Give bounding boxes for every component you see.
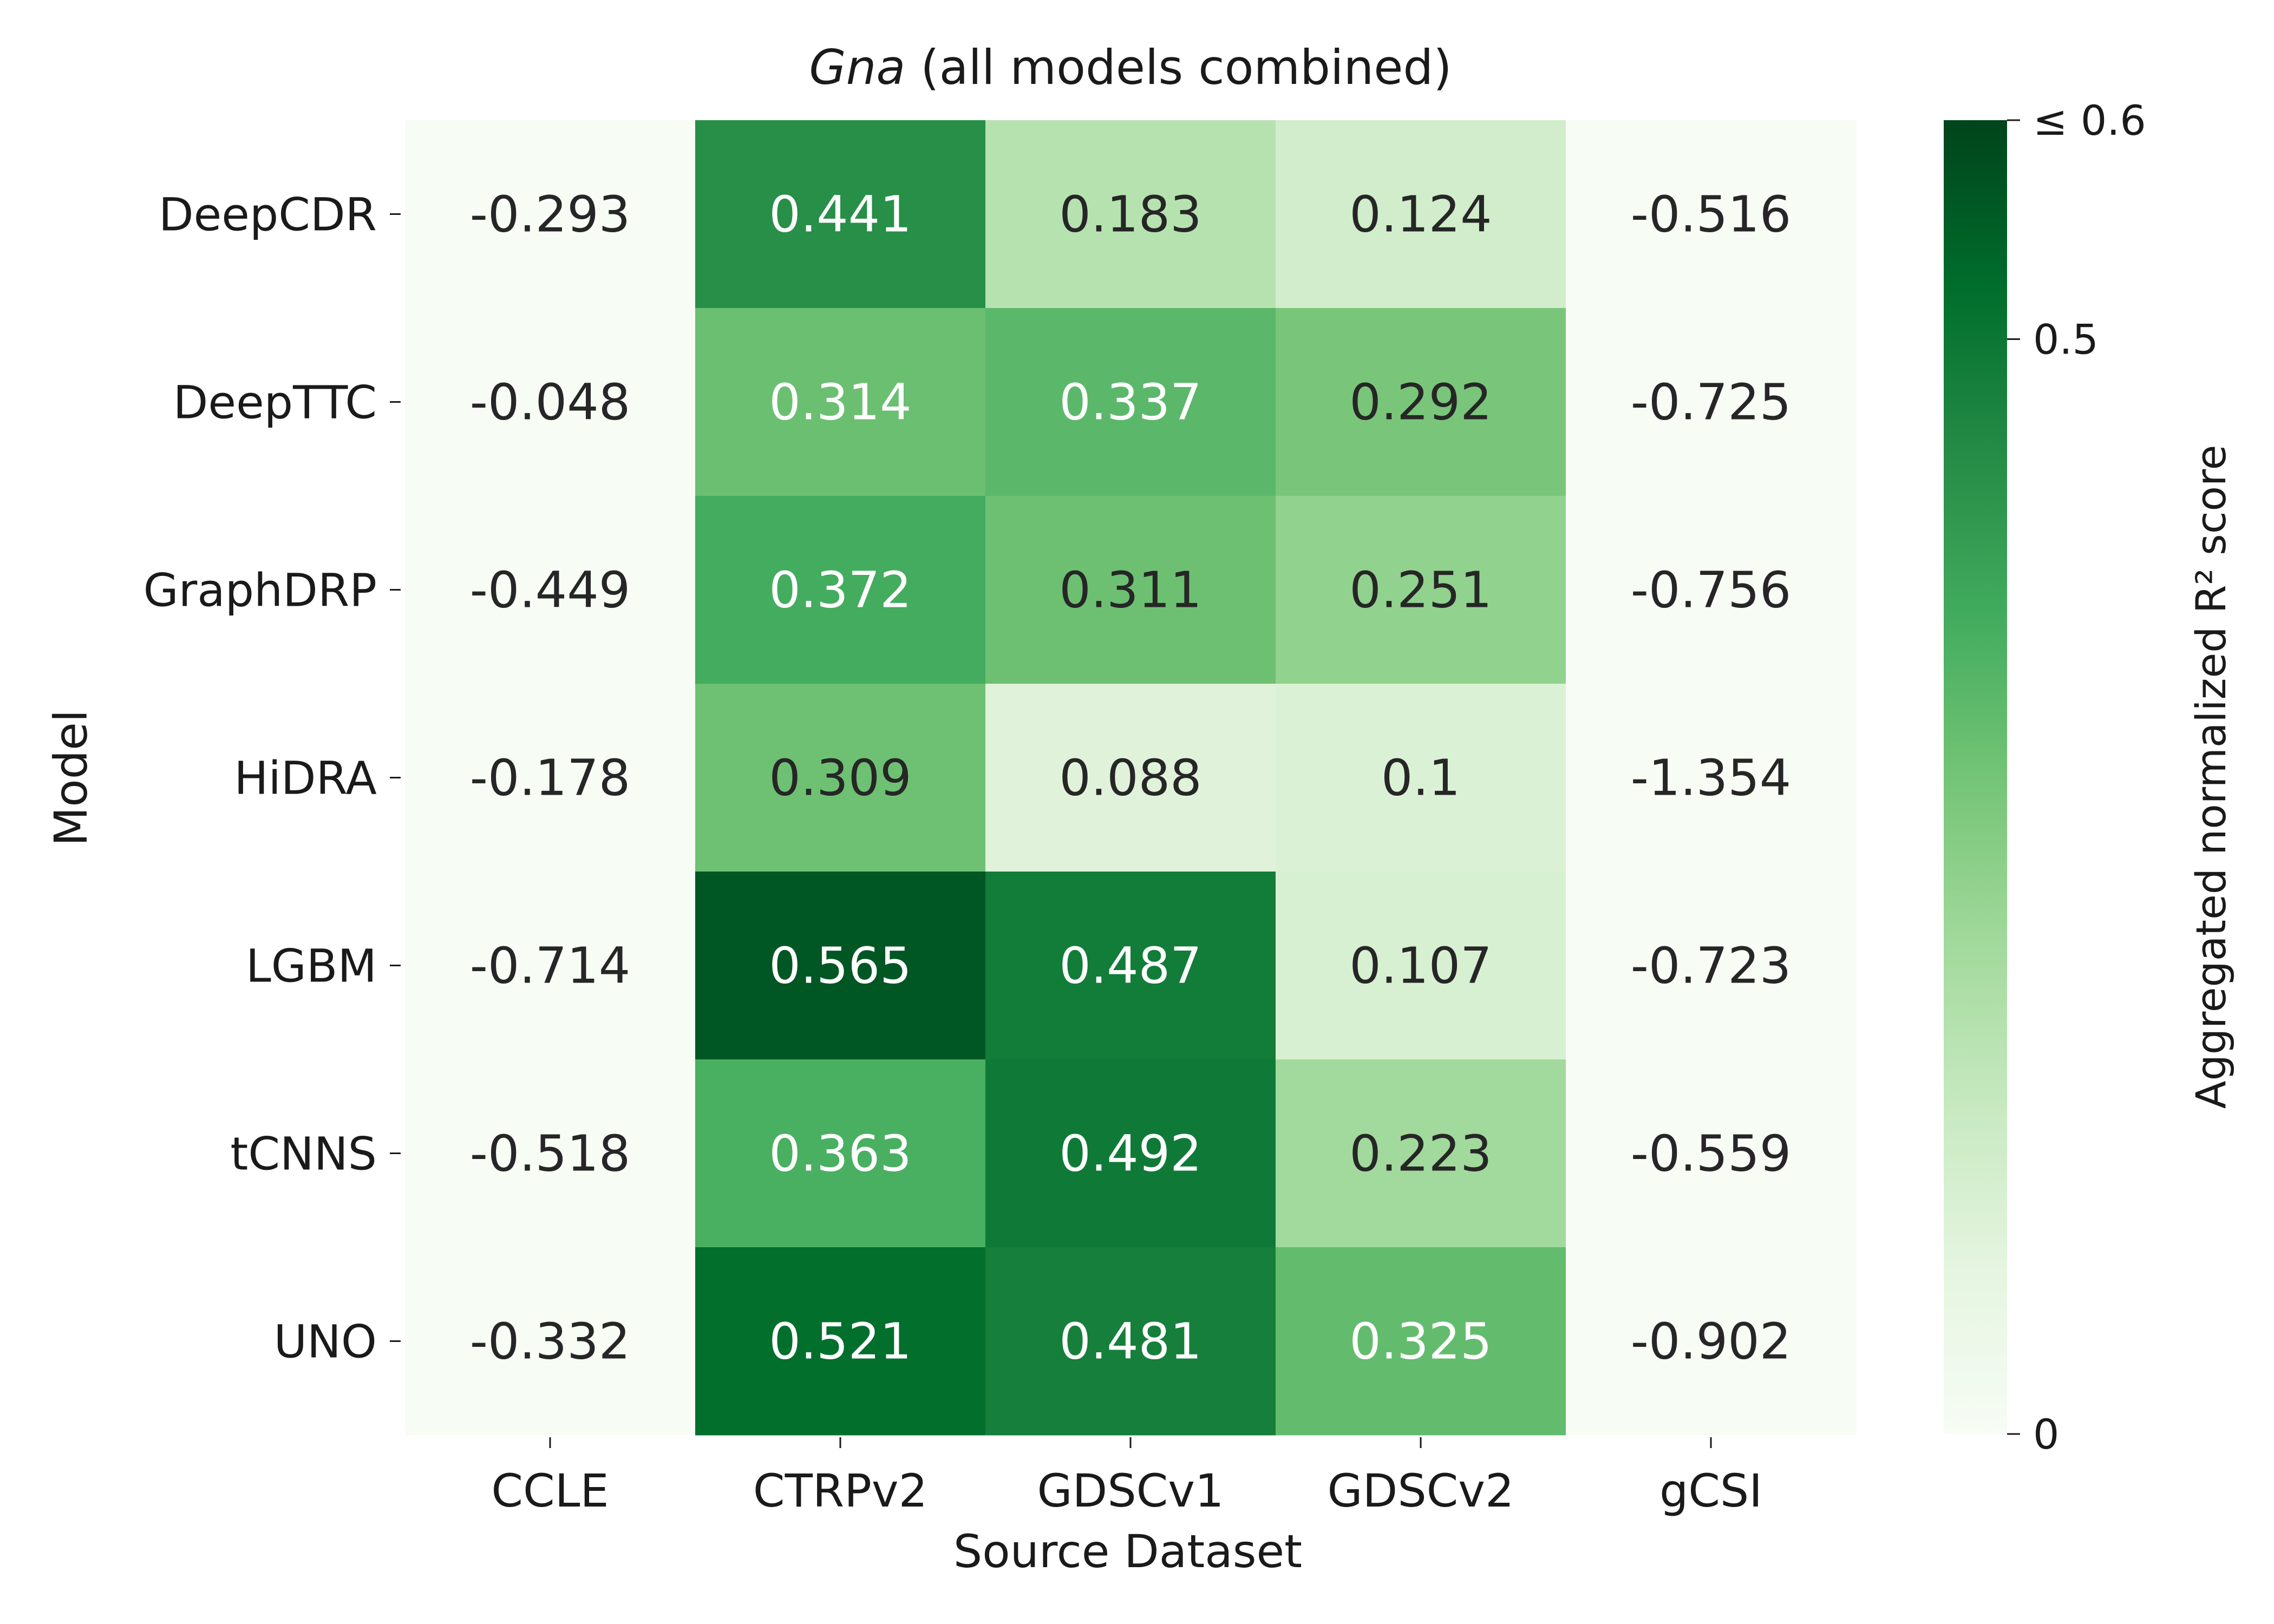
cell-value-label: -0.723 xyxy=(1631,937,1792,995)
heatmap-cell xyxy=(985,308,1276,496)
cell-value-label: -1.354 xyxy=(1631,749,1792,807)
y-axis-label: Model xyxy=(44,710,97,846)
cell-value-label: 0.088 xyxy=(1059,749,1201,807)
cell-value-label: -0.516 xyxy=(1631,186,1792,244)
y-tick-label: tCNNS xyxy=(230,1128,377,1181)
heatmap-cell xyxy=(1276,1247,1566,1436)
heatmap-cell xyxy=(695,308,986,496)
heatmap-cell xyxy=(1566,496,1857,684)
cell-value-label: 0.251 xyxy=(1349,561,1492,619)
heatmap-cell xyxy=(985,1059,1276,1248)
cell-value-label: 0.314 xyxy=(769,374,911,431)
cell-value-label: -0.518 xyxy=(470,1125,631,1183)
heatmap-cell xyxy=(405,496,696,684)
cell-value-label: 0.311 xyxy=(1059,561,1201,619)
cell-value-label: 0.521 xyxy=(769,1313,911,1371)
x-tick-label: CCLE xyxy=(491,1464,609,1517)
x-axis-label: Source Dataset xyxy=(953,1525,1302,1578)
heatmap-cell xyxy=(985,872,1276,1060)
cell-value-label: 0.492 xyxy=(1059,1125,1201,1183)
heatmap-cell xyxy=(405,120,696,309)
heatmap-cell xyxy=(1276,120,1566,309)
heatmap-cell xyxy=(1566,1247,1857,1436)
colorbar-label: Aggregated normalized R² score xyxy=(2187,445,2235,1109)
heatmap-cell xyxy=(695,684,986,872)
y-tick-label: DeepTTC xyxy=(173,376,377,429)
heatmap-cell xyxy=(695,1247,986,1436)
colorbar-tick-label: 0.5 xyxy=(2033,316,2099,364)
cell-value-label: -0.756 xyxy=(1631,561,1792,619)
chart-title: Gna (all models combined) xyxy=(809,40,1452,95)
cell-value-label: -0.902 xyxy=(1631,1313,1792,1371)
x-axis-ticks: CCLE CTRPv2 GDSCv1 GDSCv2 gCSI xyxy=(491,1437,1762,1517)
x-tick-label: gCSI xyxy=(1659,1464,1762,1517)
cell-value-label: -0.725 xyxy=(1631,374,1792,431)
y-tick-label: DeepCDR xyxy=(159,188,377,241)
heatmap-cell xyxy=(985,120,1276,309)
heatmap-cell xyxy=(1276,308,1566,496)
cell-value-label: -0.559 xyxy=(1631,1125,1792,1183)
x-tick-label: CTRPv2 xyxy=(753,1464,927,1517)
title-italic: Gna xyxy=(809,40,905,95)
heatmap-cell xyxy=(1276,872,1566,1060)
cell-value-label: 0.325 xyxy=(1349,1313,1492,1371)
cell-value-label: -0.714 xyxy=(470,937,631,995)
cell-value-label: 0.363 xyxy=(769,1125,911,1183)
cell-value-label: -0.048 xyxy=(470,374,631,431)
cell-value-label: 0.309 xyxy=(769,749,911,807)
heatmap-cell xyxy=(985,684,1276,872)
cell-value-label: 0.337 xyxy=(1059,374,1201,431)
heatmap-cell xyxy=(1276,684,1566,872)
heatmap-cell xyxy=(1276,1059,1566,1248)
y-tick-label: LGBM xyxy=(246,940,377,993)
cell-value-label: 0.292 xyxy=(1349,374,1492,431)
heatmap-cell xyxy=(1276,496,1566,684)
cell-value-label: -0.332 xyxy=(470,1313,631,1371)
y-axis-ticks: DeepCDR DeepTTC GraphDRP HiDRA LGBM tCNNS UNO xyxy=(143,188,401,1368)
x-tick-label: GDSCv1 xyxy=(1037,1464,1224,1517)
heatmap-cell xyxy=(405,872,696,1060)
cell-value-label: 0.481 xyxy=(1059,1313,1201,1371)
cell-value-label: -0.449 xyxy=(470,561,631,619)
heatmap-cell xyxy=(695,120,986,309)
heatmap-cell-labels: -0.293 0.441 0.183 0.124 -0.516 -0.048 0.314 0.… xyxy=(470,186,1792,1371)
y-tick-label: UNO xyxy=(274,1315,377,1368)
heatmap-cells xyxy=(405,120,1857,1436)
heatmap-cell xyxy=(1566,684,1857,872)
cell-value-label: 0.124 xyxy=(1349,186,1492,244)
heatmap-cell xyxy=(1566,120,1857,309)
cell-value-label: 0.1 xyxy=(1381,749,1460,807)
cell-value-label: -0.178 xyxy=(470,749,631,807)
heatmap-cell xyxy=(695,1059,986,1248)
heatmap-cell xyxy=(695,496,986,684)
heatmap-cell xyxy=(695,872,986,1060)
colorbar-ticks: ≤ 0.6 0.5 0 xyxy=(2007,96,2146,1458)
y-tick-label: HiDRA xyxy=(234,752,377,805)
heatmap-cell xyxy=(405,308,696,496)
heatmap-cell xyxy=(1566,872,1857,1060)
heatmap-cell xyxy=(405,1247,696,1436)
cell-value-label: 0.372 xyxy=(769,561,911,619)
x-tick-label: GDSCv2 xyxy=(1328,1464,1514,1517)
heatmap-cell xyxy=(1566,308,1857,496)
cell-value-label: -0.293 xyxy=(470,186,631,244)
heatmap-cell xyxy=(1566,1059,1857,1248)
y-tick-label: GraphDRP xyxy=(143,564,377,617)
cell-value-label: 0.107 xyxy=(1349,937,1492,995)
colorbar xyxy=(1944,120,2007,1434)
colorbar-tick-label: 0 xyxy=(2033,1410,2059,1458)
heatmap-cell xyxy=(405,1059,696,1248)
heatmap-cell xyxy=(985,496,1276,684)
cell-value-label: 0.487 xyxy=(1059,937,1201,995)
heatmap-cell xyxy=(985,1247,1276,1436)
heatmap-cell xyxy=(405,684,696,872)
cell-value-label: 0.441 xyxy=(769,186,911,244)
colorbar-tick-label: ≤ 0.6 xyxy=(2033,96,2146,145)
title-rest: (all models combined) xyxy=(905,40,1452,95)
cell-value-label: 0.183 xyxy=(1059,186,1201,244)
cell-value-label: 0.223 xyxy=(1349,1125,1492,1183)
cell-value-label: 0.565 xyxy=(769,937,911,995)
